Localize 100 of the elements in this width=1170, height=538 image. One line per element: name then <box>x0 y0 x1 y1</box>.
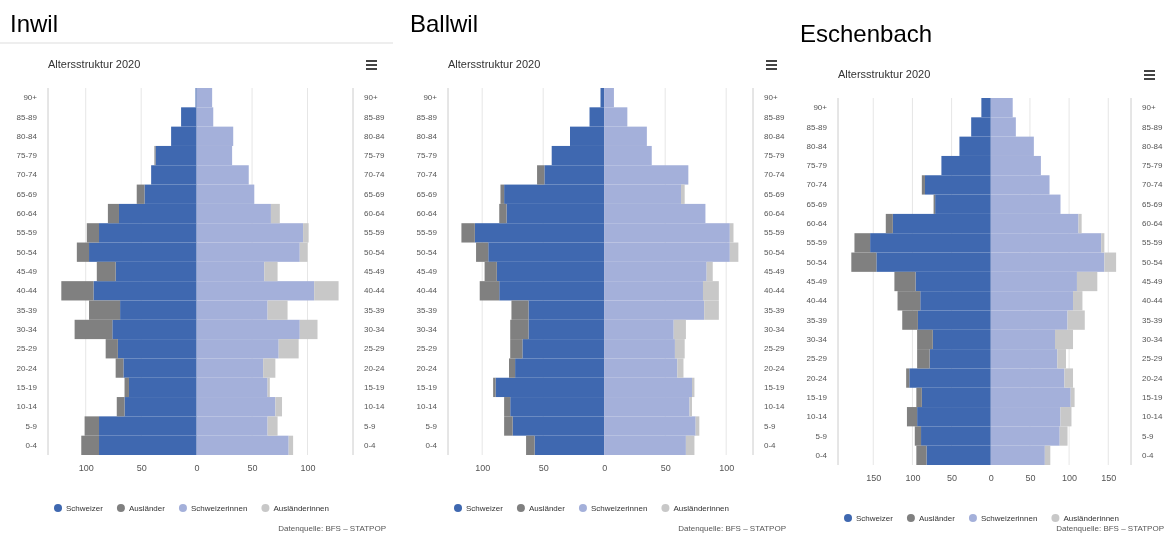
category-label: 65-69 <box>364 189 385 199</box>
bar <box>685 435 695 455</box>
x-tick-label: 0 <box>988 473 994 484</box>
x-tick-label: 50 <box>947 473 958 484</box>
legend-label: Schweizerinnen <box>190 504 248 513</box>
y-tick-label: 0-4 <box>425 440 438 450</box>
category-label: 60-64 <box>364 209 385 219</box>
y-tick-label: 65-69 <box>16 189 38 199</box>
legend-label: Ausländerinnen <box>673 504 730 513</box>
y-tick-label: 85-89 <box>1142 122 1164 132</box>
x-tick-label: 50 <box>136 463 147 474</box>
legend-label: Ausländer <box>528 504 566 513</box>
y-tick-label: 30-34 <box>1142 335 1164 345</box>
y-tick-label: 0-4 <box>25 440 38 450</box>
text: Datenquelle: BFS – STATPOP <box>1056 524 1164 533</box>
category-label: 60-64 <box>764 209 785 219</box>
legend-label: Schweizer <box>66 504 104 513</box>
category-label: 10-14 <box>764 402 785 412</box>
y-tick-label: 75-79 <box>16 151 38 161</box>
bar <box>921 175 925 195</box>
y-tick-label: 85-89 <box>416 112 438 122</box>
bar <box>1078 213 1082 234</box>
y-tick-label: 5-9 <box>425 421 438 431</box>
y-tick-label: 20-24 <box>1142 373 1164 383</box>
y-tick-label: 75-79 <box>1142 161 1164 171</box>
y-tick-label: 15-19 <box>16 382 38 392</box>
bar <box>537 165 545 185</box>
category-label: 25-29 <box>764 344 785 354</box>
category-label: 70-74 <box>764 170 785 180</box>
y-tick-label: 5-9 <box>1142 431 1155 441</box>
y-tick-label: 50-54 <box>416 247 438 257</box>
category-label: 25-29 <box>806 354 827 364</box>
category-label: 45-49 <box>364 267 385 277</box>
y-tick-label: 45-49 <box>1142 277 1164 287</box>
x-tick-label: 50 <box>538 463 549 474</box>
y-tick-label: 60-64 <box>416 209 438 219</box>
y-tick-label: 80-84 <box>1142 141 1164 151</box>
category-label: 65-69 <box>806 199 827 209</box>
category-label: 70-74 <box>806 180 827 190</box>
category-label: 15-19 <box>806 392 827 402</box>
x-tick-label: 100 <box>905 473 921 484</box>
y-tick-label: 50-54 <box>1142 257 1164 267</box>
y-tick-label: 55-59 <box>16 228 38 238</box>
bar <box>116 397 125 417</box>
category-label: 25-29 <box>364 344 385 354</box>
bar <box>267 300 288 320</box>
bar <box>493 377 496 398</box>
x-tick-label: 150 <box>1101 473 1117 484</box>
category-label: 50-54 <box>806 257 827 267</box>
category-label: 15-19 <box>364 382 385 392</box>
category-label: 40-44 <box>764 286 785 296</box>
y-tick-label: 80-84 <box>416 131 438 141</box>
bar <box>96 261 116 282</box>
y-tick-label: 65-69 <box>416 189 438 199</box>
legend-label: Schweizerinnen <box>590 504 648 513</box>
category-label: 20-24 <box>806 373 827 383</box>
chart-subtitle: Altersstruktur 2020 <box>448 58 541 70</box>
y-tick-label: 35-39 <box>416 305 438 315</box>
y-tick-label: 55-59 <box>416 228 438 238</box>
y-tick-label: 20-24 <box>416 363 438 373</box>
category-label: 40-44 <box>806 296 827 306</box>
y-tick-label: 55-59 <box>1142 238 1164 248</box>
category-label: 15-19 <box>764 382 785 392</box>
category-label: 10-14 <box>806 412 827 422</box>
y-tick-label: 10-14 <box>416 402 438 412</box>
category-label: 35-39 <box>364 305 385 315</box>
y-tick-label: 45-49 <box>416 267 438 277</box>
bar <box>526 435 535 455</box>
bar <box>461 223 475 243</box>
bar <box>107 203 119 224</box>
y-tick-label: 65-69 <box>1142 199 1164 209</box>
category-label: 85-89 <box>806 122 827 132</box>
category-label: 50-54 <box>364 247 385 257</box>
chart-subtitle: Altersstruktur 2020 <box>48 58 141 70</box>
y-tick-label: 70-74 <box>16 170 38 180</box>
x-tick-label: 100 <box>1062 473 1078 484</box>
category-label: 5-9 <box>815 431 827 441</box>
category-label: 20-24 <box>364 363 385 373</box>
text: Datenquelle: BFS – STATPOP <box>278 524 386 533</box>
bar <box>278 339 299 359</box>
chart-subtitle: Altersstruktur 2020 <box>838 68 931 80</box>
y-tick-label: 75-79 <box>416 151 438 161</box>
category-label: 0-4 <box>764 440 776 450</box>
y-tick-label: 85-89 <box>16 112 38 122</box>
y-tick-label: 70-74 <box>1142 180 1164 190</box>
category-label: 35-39 <box>806 315 827 325</box>
chart-title: Inwil <box>10 10 59 37</box>
x-tick-label: 50 <box>247 463 258 474</box>
bar <box>299 319 318 340</box>
category-label: 85-89 <box>364 112 385 122</box>
text: Datenquelle: BFS – STATPOP <box>678 524 786 533</box>
bar <box>681 184 685 204</box>
category-label: 70-74 <box>364 170 385 180</box>
y-tick-label: 10-14 <box>16 402 38 412</box>
category-label: 30-34 <box>806 335 827 345</box>
category-label: 20-24 <box>764 363 785 373</box>
x-tick-label: 100 <box>78 463 94 474</box>
category-label: 50-54 <box>764 247 785 257</box>
y-tick-label: 20-24 <box>16 363 38 373</box>
y-tick-label: 5-9 <box>25 421 38 431</box>
